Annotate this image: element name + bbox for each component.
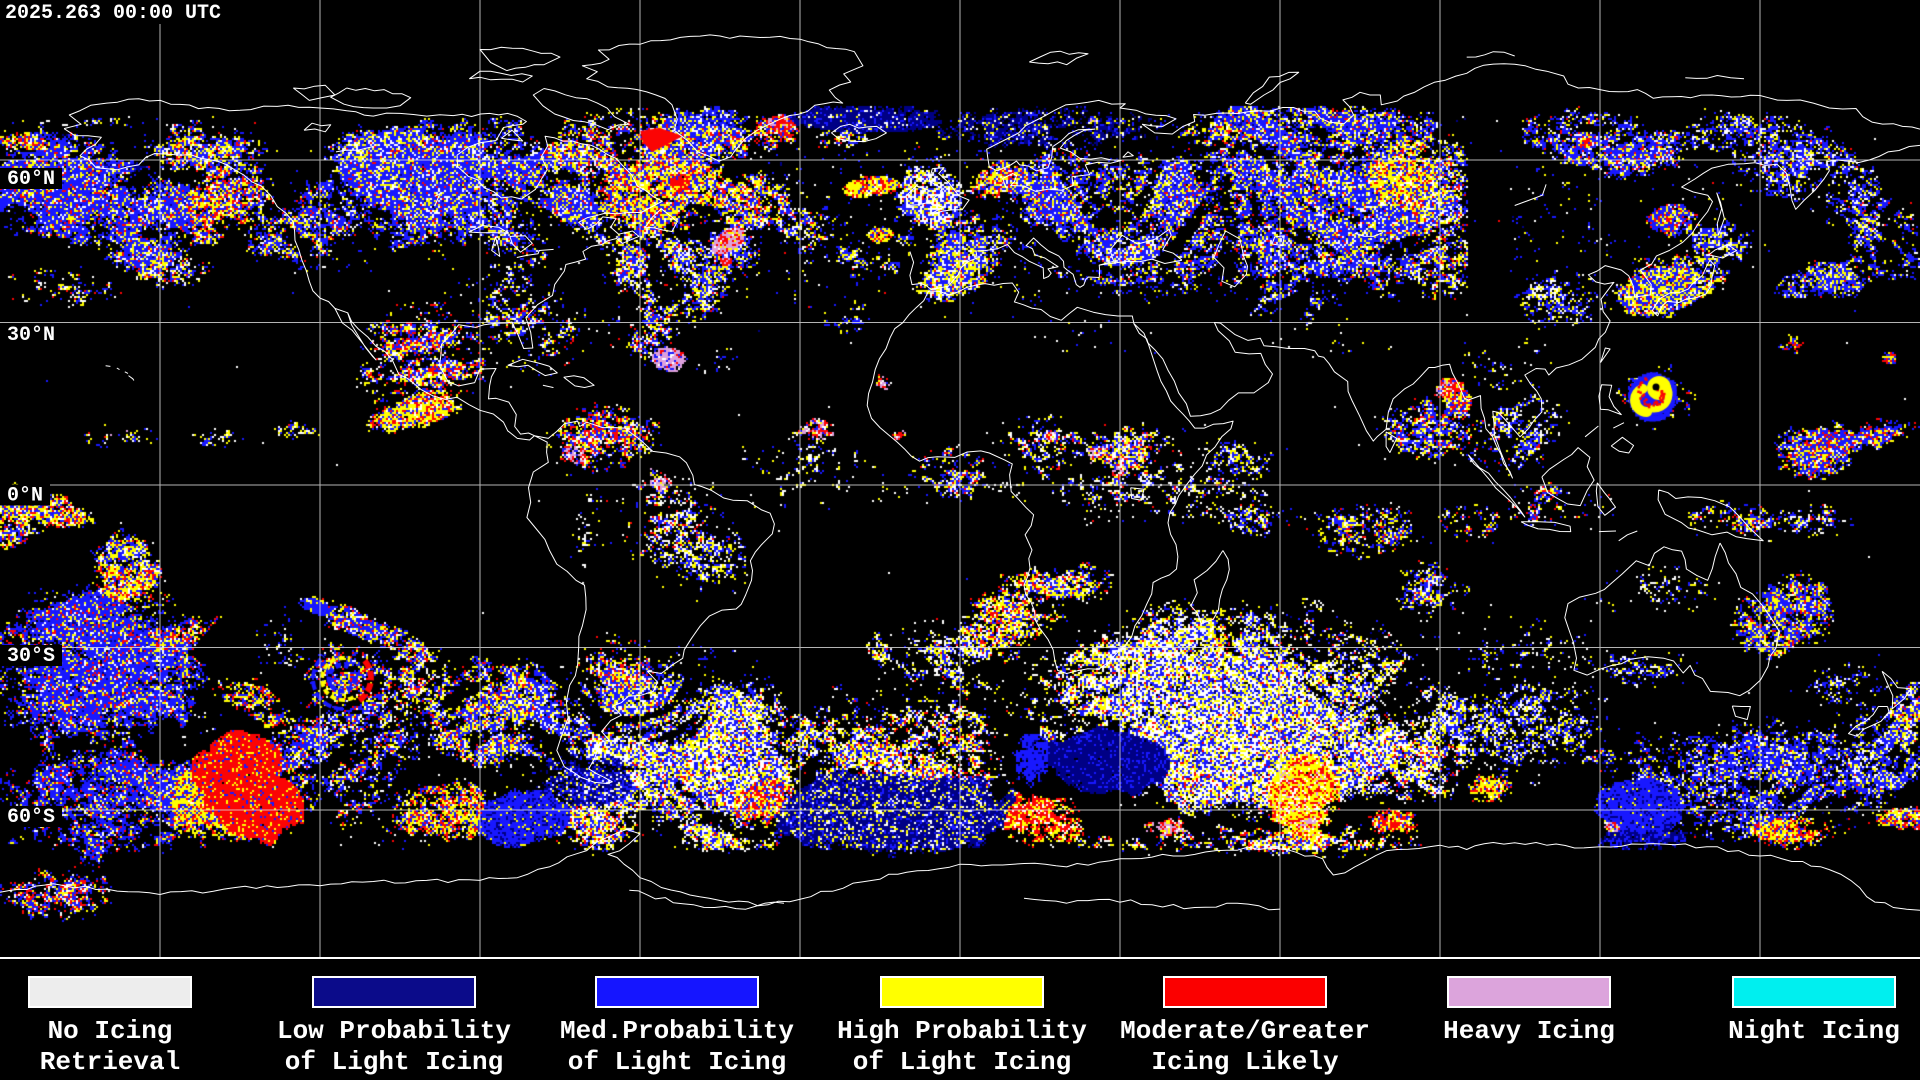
svg-text:30°S: 30°S: [7, 645, 55, 668]
svg-text:Low Probability: Low Probability: [277, 1016, 511, 1046]
svg-text:Moderate/Greater: Moderate/Greater: [1120, 1016, 1370, 1046]
svg-text:0°N: 0°N: [7, 485, 43, 508]
svg-text:Night Icing: Night Icing: [1728, 1016, 1900, 1046]
svg-text:Icing Likely: Icing Likely: [1151, 1047, 1339, 1077]
svg-text:of Light Icing: of Light Icing: [853, 1047, 1071, 1077]
svg-text:Med.Probability: Med.Probability: [560, 1016, 794, 1046]
svg-text:No Icing: No Icing: [48, 1016, 173, 1046]
svg-text:30°N: 30°N: [7, 324, 55, 347]
svg-text:High Probability: High Probability: [837, 1016, 1087, 1046]
svg-text:Heavy Icing: Heavy Icing: [1443, 1016, 1615, 1046]
svg-text:Retrieval: Retrieval: [40, 1047, 180, 1077]
svg-text:of Light Icing: of Light Icing: [285, 1047, 503, 1077]
svg-text:60°N: 60°N: [7, 168, 55, 191]
svg-text:of Light Icing: of Light Icing: [568, 1047, 786, 1077]
svg-text:60°S: 60°S: [7, 806, 55, 829]
svg-text:2025.263 00:00 UTC: 2025.263 00:00 UTC: [5, 2, 221, 25]
